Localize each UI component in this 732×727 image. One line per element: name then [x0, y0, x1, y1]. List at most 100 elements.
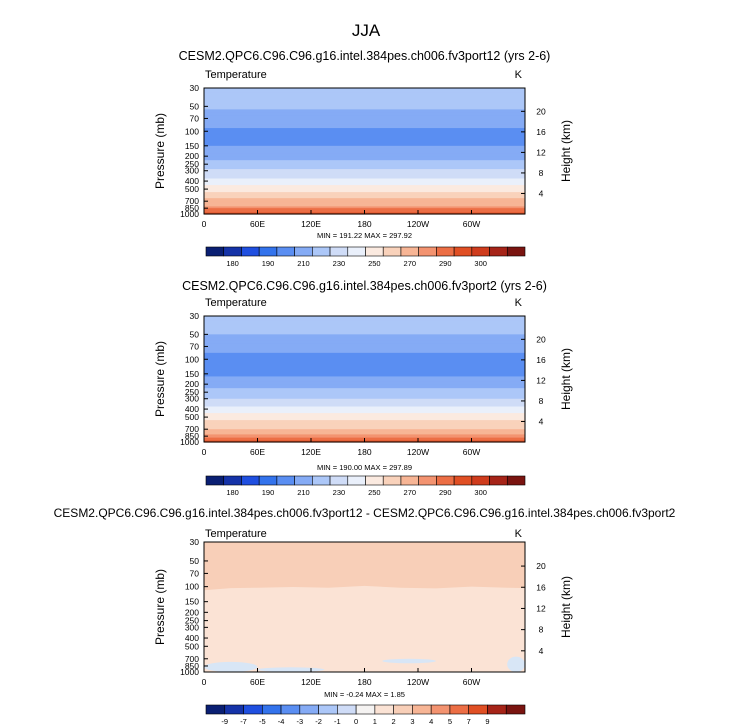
x-tick-label: 120W — [407, 219, 429, 229]
y-tick-label: 50 — [190, 101, 200, 111]
temperature-band — [204, 198, 525, 202]
y-tick-label: 150 — [185, 597, 199, 607]
colorbar-bin — [318, 704, 338, 715]
height-tick-label: 16 — [536, 355, 546, 365]
colorbar-bin — [506, 475, 526, 486]
height-tick-label: 4 — [539, 416, 544, 426]
colorbar-label: 1 — [373, 717, 377, 726]
colorbar-bin — [337, 704, 357, 715]
x-tick-label: 0 — [202, 677, 207, 687]
y-tick-label: 400 — [185, 633, 199, 643]
height-tick-label: 4 — [539, 188, 544, 198]
temperature-band — [204, 366, 525, 371]
temperature-band — [204, 352, 525, 357]
temperature-band — [204, 436, 525, 439]
height-tick-label: 12 — [536, 375, 546, 385]
temperature-band — [204, 151, 525, 155]
temperature-band — [204, 167, 525, 170]
diff-positive-upper-region — [204, 542, 525, 591]
colorbar-bin — [280, 704, 301, 715]
temperature-band — [204, 415, 525, 418]
y-tick-label: 300 — [185, 394, 199, 404]
y-tick-label: 500 — [185, 184, 199, 194]
colorbar-bin — [261, 704, 282, 715]
colorbar-label: -4 — [278, 717, 285, 726]
x-tick-label: 60E — [250, 447, 265, 457]
panel-title: CESM2.QPC6.C96.C96.g16.intel.384pes.ch00… — [54, 506, 676, 520]
colorbar-bin — [243, 704, 263, 715]
colorbar-bin — [430, 704, 451, 715]
colorbar-bin — [393, 704, 413, 715]
colorbar-bin — [471, 246, 490, 257]
temperature-band — [204, 192, 525, 196]
colorbar-bin — [471, 475, 490, 486]
temperature-band — [204, 128, 525, 132]
colorbar-bin — [205, 475, 225, 486]
colorbar-bin — [355, 704, 376, 715]
y-axis-label: Pressure (mb) — [153, 113, 167, 189]
colorbar-bin — [365, 246, 384, 257]
colorbar-bin — [276, 246, 295, 257]
chart-panel-2: CESM2.QPC6.C96.C96.g16.intel.384pes.ch00… — [153, 279, 573, 497]
temperature-band — [204, 343, 525, 348]
y-tick-label: 700 — [185, 654, 199, 664]
colorbar: 180 190 210 230 250 270 290 300 — [205, 246, 526, 268]
temperature-band — [204, 115, 525, 120]
y-axis-label: Pressure (mb) — [153, 569, 167, 645]
contour-field — [204, 316, 525, 443]
colorbar-bin — [294, 475, 313, 486]
temperature-band — [204, 406, 525, 410]
y-tick-label: 30 — [190, 311, 200, 321]
colorbar-bin — [489, 475, 508, 486]
temperature-band — [204, 384, 525, 387]
diff-negative-region — [257, 667, 325, 672]
temperature-band — [204, 109, 525, 114]
colorbar-bin — [505, 704, 526, 715]
y-tick-label: 50 — [190, 329, 200, 339]
units-label: K — [515, 297, 523, 309]
chart-panel-3: CESM2.QPC6.C96.C96.g16.intel.384pes.ch00… — [54, 506, 676, 726]
panel-title: CESM2.QPC6.C96.C96.g16.intel.384pes.ch00… — [182, 279, 547, 293]
temperature-band — [204, 417, 525, 421]
temperature-band — [204, 337, 525, 342]
colorbar-label: 290 — [439, 259, 452, 268]
height-tick-label: 16 — [536, 127, 546, 137]
colorbar-label: 4 — [429, 717, 433, 726]
temperature-band — [204, 118, 525, 123]
y-tick-label: 300 — [185, 166, 199, 176]
x-tick-label: 120E — [301, 447, 321, 457]
colorbar-label: 190 — [262, 259, 275, 268]
colorbar-bin — [276, 475, 295, 486]
temperature-band — [204, 175, 525, 180]
temperature-band — [204, 379, 525, 383]
y-tick-label: 850 — [185, 203, 199, 213]
y-tick-label: 70 — [190, 113, 200, 123]
temperature-band — [204, 316, 525, 322]
temperature-band — [204, 420, 525, 424]
colorbar-label: 210 — [297, 488, 310, 497]
x-tick-label: 60E — [250, 219, 265, 229]
x-tick-label: 60W — [463, 447, 480, 457]
y2-axis-label: Height (km) — [559, 576, 573, 638]
y-axis-label: Pressure (mb) — [153, 341, 167, 417]
temperature-band — [204, 121, 525, 126]
y-tick-label: 50 — [190, 556, 200, 566]
chart-panel-1: CESM2.QPC6.C96.C96.g16.intel.384pes.ch00… — [153, 49, 573, 268]
temperature-band — [204, 325, 525, 331]
field-label: Temperature — [205, 69, 267, 81]
colorbar-bin — [489, 246, 508, 257]
temperature-band — [204, 206, 525, 209]
y-tick-label: 250 — [185, 159, 199, 169]
temperature-band — [204, 426, 525, 430]
colorbar-bin — [312, 475, 331, 486]
colorbar-bin — [487, 704, 507, 715]
temperature-band — [204, 158, 525, 161]
panel-title: CESM2.QPC6.C96.C96.g16.intel.384pes.ch00… — [179, 49, 551, 63]
temperature-band — [204, 320, 525, 326]
height-tick-label: 20 — [536, 561, 546, 571]
temperature-band — [204, 393, 525, 397]
y-tick-label: 400 — [185, 176, 199, 186]
y-tick-label: 200 — [185, 151, 199, 161]
colorbar-bin — [329, 475, 349, 486]
